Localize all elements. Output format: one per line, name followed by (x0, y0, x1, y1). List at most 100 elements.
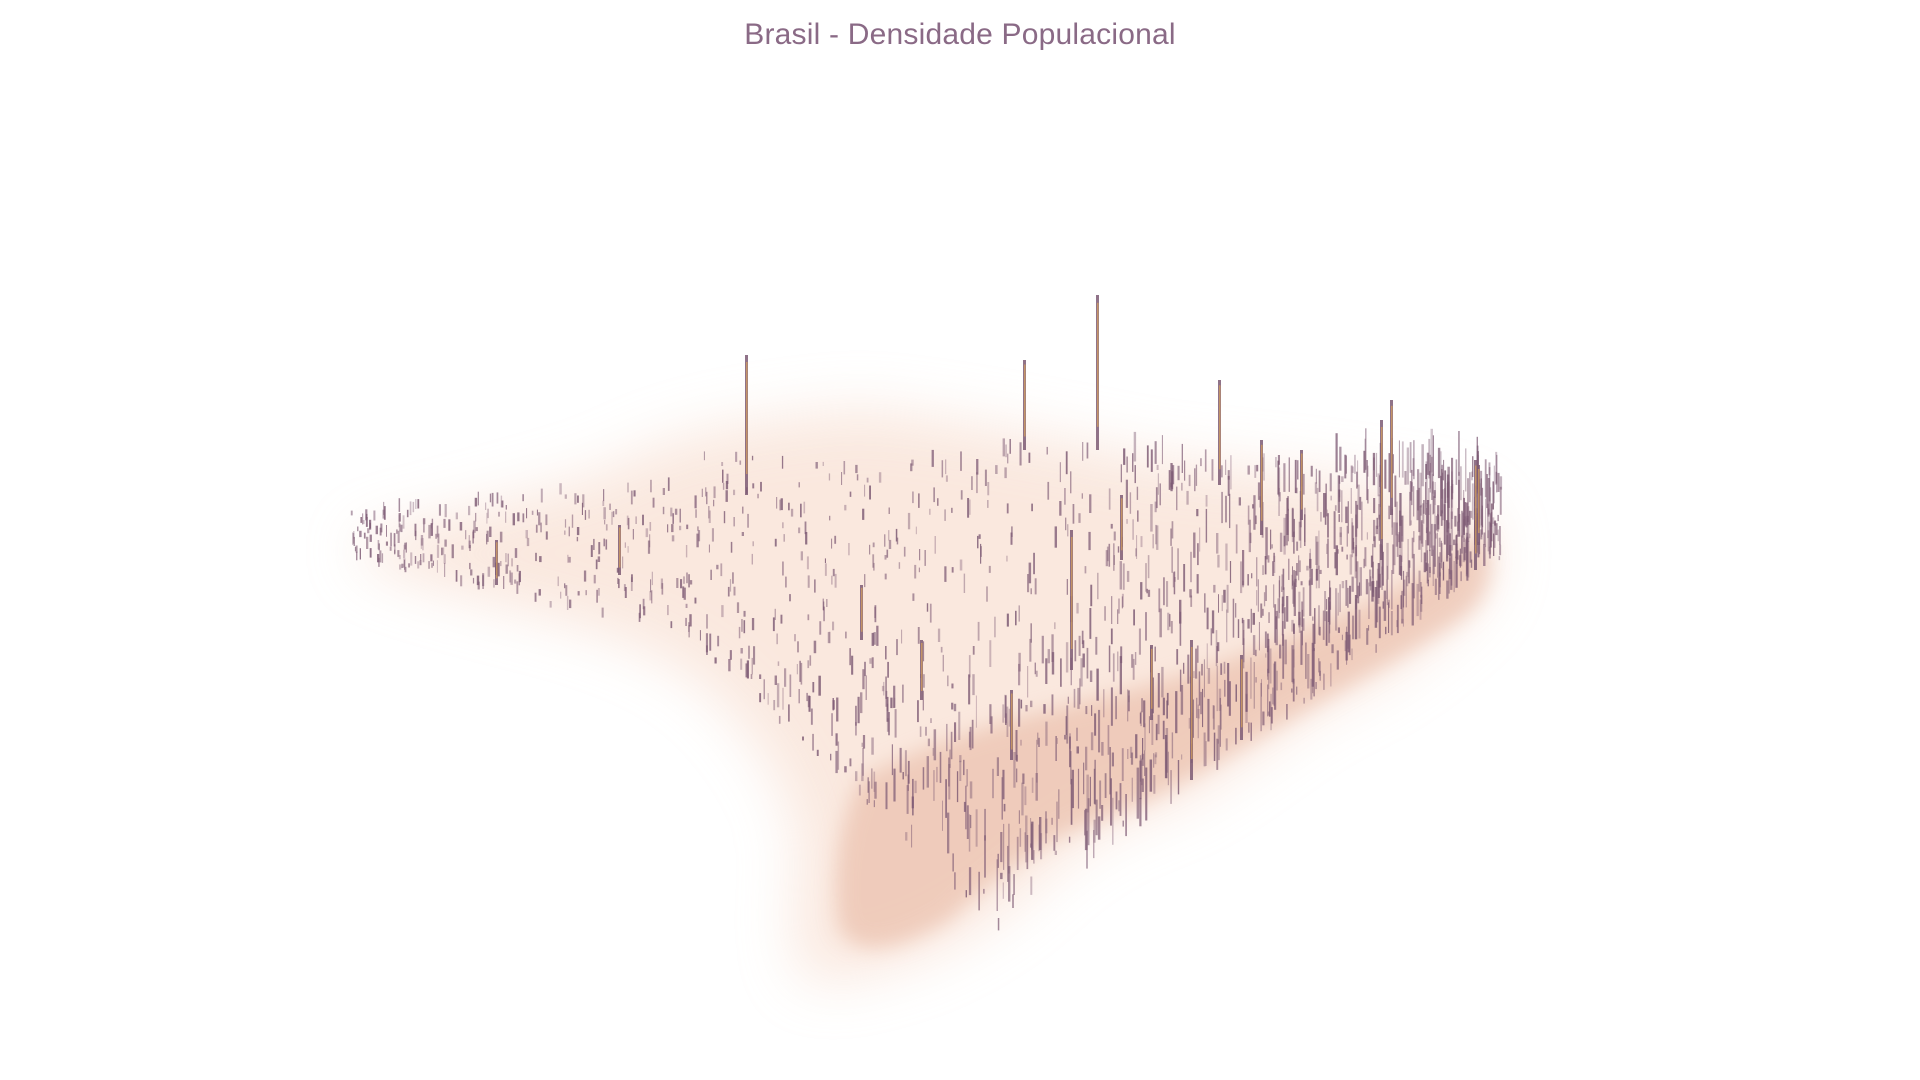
density-spike (1361, 501, 1363, 541)
density-spike (1458, 479, 1460, 523)
density-spike (369, 548, 372, 558)
density-spike (1433, 496, 1435, 514)
density-spike (1341, 581, 1345, 589)
density-spike (1418, 535, 1421, 550)
density-spike (1355, 598, 1357, 610)
density-spike (1242, 550, 1245, 586)
density-spike (1067, 696, 1069, 704)
density-spike (1428, 438, 1431, 479)
density-spike (1018, 652, 1021, 672)
density-spike (1418, 570, 1421, 592)
density-spike (1296, 541, 1299, 551)
density-spike (969, 781, 973, 799)
density-spike (1396, 604, 1399, 634)
density-spike (623, 584, 626, 591)
density-spike (800, 503, 802, 518)
density-spike (1054, 622, 1056, 630)
density-spike (1235, 603, 1237, 618)
density-spike (1070, 778, 1073, 825)
density-spike (497, 562, 500, 577)
density-spike (807, 695, 811, 708)
density-spike (1159, 483, 1161, 506)
density-spike (1157, 473, 1159, 495)
density-spike (1150, 504, 1153, 532)
density-spike (942, 800, 943, 831)
density-spike (1303, 697, 1305, 704)
density-spike (1123, 448, 1126, 465)
density-spike (1373, 498, 1376, 514)
density-spike (1273, 552, 1275, 562)
density-spike (911, 459, 914, 466)
density-spike (1450, 486, 1452, 529)
density-spike (871, 737, 874, 755)
density-spike (1485, 498, 1487, 548)
density-spike (1426, 527, 1428, 571)
density-spike (1131, 654, 1134, 668)
density-spike (1370, 576, 1372, 591)
density-spike (1327, 513, 1329, 538)
density-spike (482, 573, 485, 587)
density-spike (1440, 451, 1442, 475)
density-spike (1051, 652, 1055, 675)
density-spike (898, 562, 901, 569)
density-spike (1202, 688, 1204, 728)
density-spike (968, 814, 971, 852)
density-spike (725, 481, 729, 490)
density-spike (1043, 704, 1046, 714)
density-spike (1463, 547, 1466, 561)
density-spike (1395, 501, 1398, 536)
density-spike (747, 513, 749, 528)
density-spike (531, 510, 534, 515)
density-spike (643, 606, 646, 616)
density-spike (422, 518, 426, 525)
density-spike (420, 535, 424, 546)
density-spike (683, 576, 685, 584)
density-spike (1204, 593, 1206, 613)
density-spike (730, 541, 733, 553)
density-spike (1298, 591, 1301, 628)
density-spike (785, 576, 787, 588)
density-spike (1115, 696, 1117, 720)
density-spike (1349, 585, 1352, 604)
density-spike (945, 475, 948, 482)
density-spike (1329, 473, 1332, 492)
density-spike (1378, 504, 1381, 520)
density-spike (1171, 546, 1173, 573)
density-spike (1090, 732, 1094, 751)
density-spike (1311, 642, 1314, 687)
density-spike (505, 505, 507, 510)
density-spike (1217, 554, 1220, 568)
density-spike (1260, 603, 1263, 618)
density-spike (781, 455, 784, 469)
density-spike (1356, 561, 1359, 599)
density-spike (1281, 603, 1284, 636)
density-spike (1449, 558, 1451, 575)
density-spike (1110, 778, 1112, 826)
density-spike (571, 514, 574, 528)
density-spike (1451, 484, 1454, 494)
density-spike (1029, 638, 1032, 662)
density-spike (899, 747, 902, 773)
density-spike (1377, 473, 1380, 497)
density-spike (1463, 497, 1465, 535)
density-spike (1381, 551, 1384, 586)
density-spike (987, 482, 990, 496)
density-spike (1309, 548, 1311, 579)
density-spike (672, 513, 674, 524)
density-spike (496, 492, 499, 504)
density-spike (1015, 610, 1017, 626)
density-spike (1006, 613, 1009, 627)
density-spike (733, 489, 736, 496)
density-spike (1379, 544, 1382, 588)
density-spike (807, 614, 810, 621)
density-spike (1157, 714, 1160, 735)
density-spike (1097, 302, 1099, 427)
density-spike (448, 519, 451, 531)
density-spike (1410, 520, 1412, 525)
density-spike (1398, 554, 1402, 575)
density-spike (419, 560, 422, 566)
density-spike (874, 606, 876, 618)
density-spike (1324, 591, 1327, 622)
density-spike (1351, 648, 1353, 661)
density-spike (1243, 638, 1245, 663)
